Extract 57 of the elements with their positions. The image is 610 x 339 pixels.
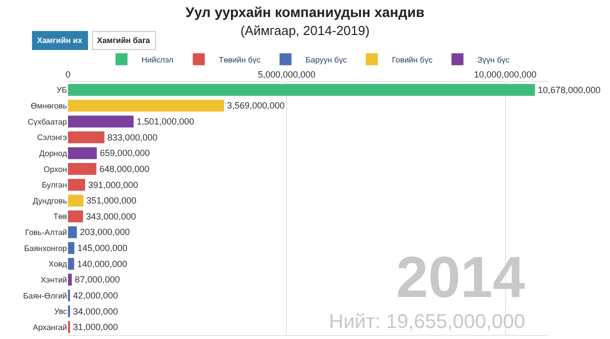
bar	[68, 242, 74, 254]
data-label: 31,000,000	[73, 322, 118, 332]
y-tick-label: Говь-Алтай	[25, 228, 67, 238]
legend-label: Баруун бүс	[306, 55, 347, 64]
y-tick-label: Баянхонгор	[24, 244, 68, 253]
data-label: 10,678,000,000	[538, 84, 600, 95]
y-tick-label: Орхон	[44, 164, 67, 174]
data-label: 1,501,000,000	[136, 116, 194, 127]
chart-subtitle: (Аймгаар, 2014-2019)	[240, 23, 370, 38]
text: Хамгийн бага	[97, 36, 151, 45]
data-label: 34,000,000	[73, 306, 118, 316]
bar	[68, 178, 86, 191]
data-label: 87,000,000	[74, 274, 120, 285]
data-label: 3,569,000,000	[227, 100, 285, 111]
bar	[68, 226, 77, 238]
data-label: 343,000,000	[86, 211, 136, 222]
data-label: 145,000,000	[77, 243, 128, 254]
y-tick-label: Төв	[53, 212, 67, 222]
x-tick-label: 0	[65, 69, 71, 80]
bar	[68, 210, 83, 222]
data-label: 833,000,000	[107, 132, 158, 142]
y-tick-label: Булган	[42, 180, 67, 190]
data-label: 203,000,000	[80, 227, 130, 238]
bar	[68, 194, 84, 207]
data-label: 391,000,000	[88, 180, 138, 190]
data-label: 659,000,000	[100, 148, 150, 158]
y-tick-label: Хэнтий	[40, 275, 67, 284]
legend-label: Говийн бүс	[392, 55, 432, 64]
bar	[68, 274, 72, 286]
y-tick-label: Увс	[54, 307, 67, 316]
data-label: 648,000,000	[99, 164, 150, 174]
y-tick-label: Дундговь	[32, 196, 67, 206]
x-tick-label: 5,000,000,000	[258, 69, 316, 80]
data-label: 42,000,000	[73, 290, 118, 300]
chart-title: Уул уурхайн компаниудын хандив	[186, 4, 425, 20]
y-tick-label: Баян-Өлгий	[23, 291, 67, 300]
y-tick-label: Ховд	[48, 260, 68, 269]
y-tick-label: УБ	[56, 86, 67, 95]
bar	[68, 163, 96, 175]
text: Хамгийн их	[37, 36, 83, 45]
legend-label: Нийслэл	[142, 55, 174, 64]
y-tick-label: Өмнөговь	[30, 102, 67, 111]
legend-label: Зүүн бүс	[477, 55, 510, 64]
bar	[68, 116, 134, 128]
bar	[68, 258, 74, 270]
bar	[68, 84, 535, 96]
data-label: 140,000,000	[77, 258, 128, 269]
legend-label: Төвийн бүс	[218, 55, 261, 64]
data-label: 351,000,000	[86, 196, 136, 206]
y-tick-label: Архангай	[32, 322, 67, 332]
bar	[68, 100, 224, 112]
y-tick-label: Сэлэнгэ	[37, 133, 67, 142]
x-tick-label: 10,000,000,000	[474, 69, 537, 80]
bar	[68, 131, 104, 144]
y-tick-label: Сүхбаатар	[28, 117, 68, 126]
bar	[68, 147, 97, 160]
y-tick-label: Дорнод	[39, 148, 68, 158]
